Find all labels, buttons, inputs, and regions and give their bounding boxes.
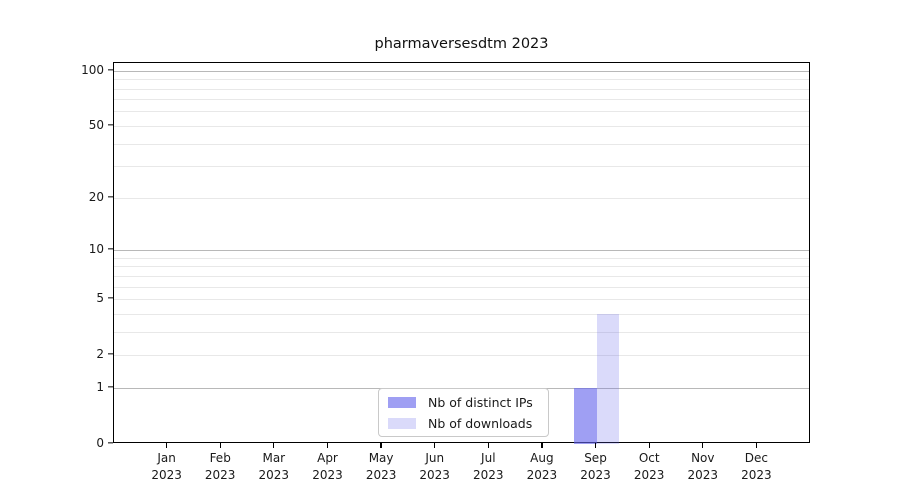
x-tick-month: Oct <box>638 451 660 465</box>
bar-nb-of-distinct-ips-sep <box>574 387 597 444</box>
gridline-y-6 <box>114 286 809 288</box>
x-tick-label-dec: Dec 2023 <box>724 450 788 483</box>
legend-label: Nb of downloads <box>428 415 533 431</box>
x-tick-month: Feb <box>209 451 231 465</box>
x-tick-year: 2023 <box>741 467 772 482</box>
x-tick-label-jun: Jun 2023 <box>403 450 467 483</box>
y-tick-label-5: 5 <box>96 291 104 305</box>
x-tick-label-oct: Oct 2023 <box>617 450 681 483</box>
gridline-y-5 <box>114 299 809 300</box>
legend-label: Nb of distinct IPs <box>428 394 533 410</box>
x-tick-year: 2023 <box>633 467 665 482</box>
gridline-y-100 <box>114 70 809 72</box>
chart-title: pharmaversesdtm 2023 <box>374 36 549 52</box>
gridline-y-7 <box>114 275 809 277</box>
y-tick-label-50: 50 <box>88 117 104 132</box>
y-tick-mark <box>108 68 113 71</box>
gridline-y-2 <box>114 355 809 357</box>
x-tick-mark <box>755 443 757 448</box>
y-tick-mark <box>108 297 113 299</box>
x-tick-year: 2023 <box>473 467 504 482</box>
x-tick-mark <box>594 443 597 448</box>
x-tick-month: Jul <box>481 451 496 465</box>
plot-area <box>113 62 810 444</box>
x-tick-label-apr: Apr 2023 <box>296 450 360 483</box>
y-tick-mark <box>108 353 113 355</box>
x-tick-year: 2023 <box>419 467 450 482</box>
gridline-y-80 <box>114 88 809 90</box>
gridline-y-50 <box>114 125 809 127</box>
x-tick-mark <box>219 443 221 448</box>
x-tick-mark <box>648 443 650 448</box>
y-tick-label-1: 1 <box>96 379 104 394</box>
y-tick-mark <box>108 248 113 250</box>
x-tick-label-aug: Aug 2023 <box>510 450 574 483</box>
bar-nb-of-downloads-sep <box>596 313 619 444</box>
y-tick-mark <box>108 196 113 198</box>
y-tick-mark <box>108 124 113 126</box>
gridline-y-40 <box>114 143 809 145</box>
x-tick-mark <box>487 443 489 448</box>
y-tick-mark <box>108 442 113 444</box>
gridline-y-10 <box>114 250 809 251</box>
gridline-y-8 <box>114 266 809 268</box>
gridline-y-70 <box>114 99 809 101</box>
x-tick-month: Aug <box>530 451 554 465</box>
legend-item-downloads: Nb of downloads <box>388 414 539 432</box>
x-tick-mark <box>541 443 543 448</box>
gridline-y-60 <box>114 111 809 113</box>
x-tick-year: 2023 <box>526 467 558 482</box>
x-tick-year: 2023 <box>204 467 236 482</box>
x-tick-month: Jun <box>425 451 445 465</box>
x-tick-label-may: May 2023 <box>349 450 413 483</box>
x-tick-month: Sep <box>584 451 607 465</box>
y-tick-mark <box>108 386 113 388</box>
x-tick-month: Nov <box>691 451 715 465</box>
x-tick-label-nov: Nov 2023 <box>671 450 735 483</box>
gridline-y-30 <box>114 166 809 168</box>
gridline-y-20 <box>114 197 809 199</box>
x-tick-label-feb: Feb 2023 <box>188 450 252 483</box>
y-tick-label-2: 2 <box>96 347 104 362</box>
x-tick-mark <box>326 443 329 448</box>
x-tick-label-sep: Sep 2023 <box>564 450 628 483</box>
x-tick-year: 2023 <box>687 467 719 482</box>
x-tick-label-mar: Mar 2023 <box>242 450 306 483</box>
x-tick-month: Dec <box>744 451 768 465</box>
gridline-y-90 <box>114 79 809 81</box>
y-tick-label-0: 0 <box>96 436 104 450</box>
gridline-y-3 <box>114 331 809 333</box>
legend-swatch <box>388 396 416 408</box>
x-tick-label-jan: Jan 2023 <box>135 450 199 483</box>
x-tick-mark <box>380 443 382 448</box>
y-tick-label-100: 100 <box>81 62 104 77</box>
x-tick-mark <box>273 443 275 448</box>
x-tick-year: 2023 <box>151 467 182 482</box>
x-tick-month: Jan <box>157 451 176 465</box>
x-tick-month: Apr <box>317 451 338 465</box>
gridline-y-4 <box>114 313 809 315</box>
legend-swatch <box>388 417 416 429</box>
x-tick-mark <box>702 443 704 448</box>
x-tick-year: 2023 <box>580 467 611 482</box>
gridline-y-9 <box>114 257 809 259</box>
y-tick-label-20: 20 <box>88 189 104 204</box>
x-tick-mark <box>166 443 168 448</box>
x-tick-year: 2023 <box>365 467 397 482</box>
legend: Nb of distinct IPs Nb of downloads <box>378 388 549 437</box>
x-tick-year: 2023 <box>258 467 290 482</box>
x-tick-month: May <box>368 451 394 465</box>
legend-item-distinct-ips: Nb of distinct IPs <box>388 393 539 411</box>
x-tick-mark <box>434 443 436 448</box>
x-tick-month: Mar <box>262 451 286 465</box>
y-tick-label-10: 10 <box>88 242 104 256</box>
x-tick-year: 2023 <box>312 467 343 482</box>
x-tick-label-jul: Jul 2023 <box>456 450 520 483</box>
